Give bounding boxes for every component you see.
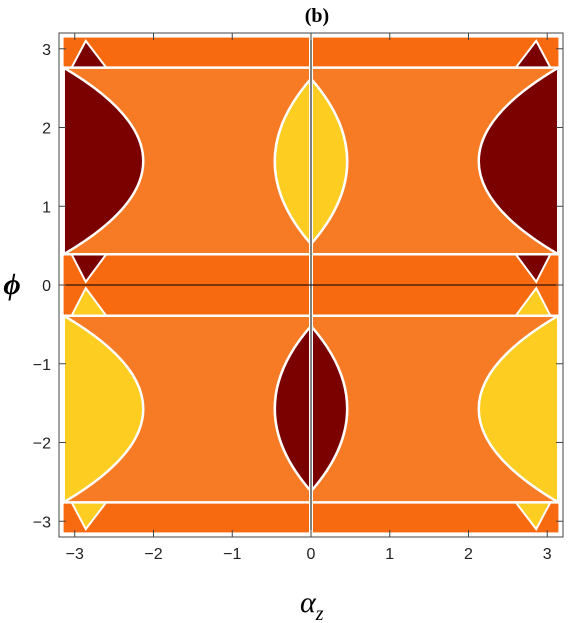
x-tick-label-6: 3 xyxy=(543,546,552,563)
y-tick-label-2: −1 xyxy=(33,357,51,374)
x-tick-label-3: 0 xyxy=(307,546,316,563)
x-tick-label-1: −2 xyxy=(144,546,162,563)
y-tick-label-6: 3 xyxy=(42,42,51,59)
x-axis-label: αz xyxy=(300,586,324,623)
x-axis-label-subscript: z xyxy=(315,603,324,623)
y-tick-label-3: 0 xyxy=(42,278,51,295)
region-dark-right-upper xyxy=(477,65,560,257)
y-axis-label: ϕ xyxy=(3,268,20,301)
x-axis-label-main: α xyxy=(300,586,317,619)
y-tick-label-1: −2 xyxy=(33,436,51,453)
chart-title: (b) xyxy=(305,5,329,27)
y-tick-label-0: −3 xyxy=(33,514,51,531)
y-tick-label-5: 2 xyxy=(42,121,51,138)
region-dark-left-upper xyxy=(62,65,145,257)
x-tick-label-4: 1 xyxy=(385,546,394,563)
ticks: −3 −2 −1 0 1 2 3 −3 −2 −1 0 1 2 3 xyxy=(33,33,563,563)
region-light-left-lower xyxy=(62,313,145,505)
y-tick-label-4: 1 xyxy=(42,199,51,216)
x-tick-label-5: 2 xyxy=(464,546,473,563)
x-tick-label-0: −3 xyxy=(66,546,84,563)
x-tick-label-2: −1 xyxy=(223,546,241,563)
region-light-right-lower xyxy=(477,313,560,505)
